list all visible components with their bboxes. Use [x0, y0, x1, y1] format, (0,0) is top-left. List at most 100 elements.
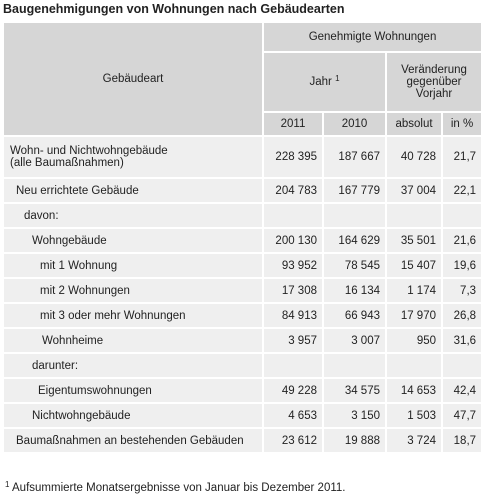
table-row: Wohn- und Nichtwohngebäude (alle Baumaßna…	[2, 135, 483, 179]
footnote: 1 Aufsummierte Monatsergebnisse von Janu…	[5, 480, 346, 494]
row-label-text: mit 1 Wohnung	[40, 259, 118, 272]
table-cell	[262, 202, 324, 229]
table-row: Wohnheime 3 957 3 007 950 31,6	[2, 327, 483, 354]
row-label-text: davon:	[24, 209, 59, 222]
row-label-text: mit 2 Wohnungen	[40, 284, 130, 297]
table: Gebäudeart Genehmigte Wohnungen Jahr 1 V…	[2, 21, 483, 454]
table-cell: 3 724	[385, 427, 443, 454]
table-cell: 40 728	[385, 135, 443, 179]
row-label: mit 2 Wohnungen	[2, 277, 264, 304]
year-header: Jahr 1	[262, 51, 387, 113]
row-label-text: mit 3 oder mehr Wohnungen	[40, 309, 186, 322]
table-cell: 17 308	[262, 277, 324, 304]
table-cell: 4 653	[262, 402, 324, 429]
table-cell: 204 783	[262, 177, 324, 204]
table-cell	[322, 352, 387, 379]
table-row: Eigentumswohnungen 49 228 34 575 14 653 42,4	[2, 377, 483, 404]
table-cell: 7,3	[440, 277, 483, 304]
row-label-text: Wohngebäude	[32, 234, 107, 247]
table-cell: 34 575	[322, 377, 387, 404]
row-label: mit 3 oder mehr Wohnungen	[2, 302, 264, 329]
table-cell	[440, 202, 483, 229]
group-header: Genehmigte Wohnungen	[261, 21, 483, 53]
row-label-text: Nichtwohngebäude	[32, 409, 131, 422]
column-header: 2010	[322, 111, 387, 137]
table-cell: 84 913	[262, 302, 324, 329]
table-cell: 3 957	[262, 327, 324, 354]
table-cell: 47,7	[440, 402, 483, 429]
table-cell: 26,8	[440, 302, 483, 329]
table-cell	[322, 202, 387, 229]
column-header: 2011	[262, 111, 324, 137]
table-cell: 200 130	[262, 227, 324, 254]
row-label-text: Baumaßnahmen an bestehenden Gebäuden	[16, 434, 244, 447]
table-cell: 1 174	[385, 277, 443, 304]
table-cell: 17 970	[385, 302, 443, 329]
row-label: Nichtwohngebäude	[2, 402, 264, 429]
change-header: Veränderung gegenüber Vorjahr	[384, 51, 483, 113]
table-row: Neu errichtete Gebäude 204 783 167 779 37 0…	[2, 177, 483, 204]
row-label-text: Wohnheime	[42, 334, 104, 347]
row-label-text: darunter:	[32, 359, 79, 372]
table-cell: 167 779	[322, 177, 387, 204]
table-cell: 3 007	[322, 327, 387, 354]
table-row: mit 3 oder mehr Wohnungen 84 913 66 943 17 …	[2, 302, 483, 329]
table-cell: 49 228	[262, 377, 324, 404]
table-cell: 19,6	[440, 252, 483, 279]
table-row: Baumaßnahmen an bestehenden Gebäuden 23 6…	[2, 427, 483, 454]
table-cell: 21,6	[440, 227, 483, 254]
table-cell: 15 407	[385, 252, 443, 279]
table-row: mit 1 Wohnung 93 952 78 545 15 407 19,6	[2, 252, 483, 279]
footnote-text: Aufsummierte Monatsergebnisse von Januar…	[12, 482, 346, 494]
row-label: mit 1 Wohnung	[2, 252, 264, 279]
table-cell: 31,6	[440, 327, 483, 354]
table-cell: 164 629	[322, 227, 387, 254]
table-row: davon:	[2, 202, 483, 229]
table-cell: 3 150	[322, 402, 387, 429]
table-row: Nichtwohngebäude 4 653 3 150 1 503 47,7	[2, 402, 483, 429]
table-cell: 23 612	[262, 427, 324, 454]
table-cell: 35 501	[385, 227, 443, 254]
table-cell: 21,7	[440, 135, 483, 179]
footnote-ref: 1	[335, 74, 340, 83]
table-cell	[262, 352, 324, 379]
row-label-text: Wohn- und Nichtwohngebäude	[10, 145, 168, 157]
row-header: Gebäudeart	[2, 21, 264, 137]
row-label-text: (alle Baumaßnahmen)	[10, 157, 124, 169]
table-cell: 950	[385, 327, 443, 354]
table-cell	[385, 352, 443, 379]
table-cell: 42,4	[440, 377, 483, 404]
table-cell: 14 653	[385, 377, 443, 404]
row-label: darunter:	[2, 352, 264, 379]
table-cell: 37 004	[385, 177, 443, 204]
row-label: Wohn- und Nichtwohngebäude (alle Baumaßna…	[2, 135, 264, 179]
row-label-text: Neu errichtete Gebäude	[16, 184, 139, 197]
title: Baugenehmigungen von Wohnungen nach Gebä…	[3, 2, 345, 16]
year-label: Jahr	[309, 76, 332, 88]
table-cell	[440, 352, 483, 379]
table-cell: 19 888	[322, 427, 387, 454]
row-label: Baumaßnahmen an bestehenden Gebäuden	[2, 427, 264, 454]
row-label: Wohnheime	[2, 327, 264, 354]
footnote-marker: 1	[5, 480, 10, 489]
column-header: absolut	[385, 111, 443, 137]
table-row: mit 2 Wohnungen 17 308 16 134 1 174 7,3	[2, 277, 483, 304]
row-label: Wohngebäude	[2, 227, 264, 254]
row-label: davon:	[2, 202, 264, 229]
table-cell: 66 943	[322, 302, 387, 329]
table-cell: 228 395	[262, 135, 324, 179]
table-cell: 22,1	[440, 177, 483, 204]
row-label: Eigentumswohnungen	[2, 377, 264, 404]
table-cell: 1 503	[385, 402, 443, 429]
row-label-text: Eigentumswohnungen	[38, 384, 152, 397]
table-cell: 78 545	[322, 252, 387, 279]
table-row: darunter:	[2, 352, 483, 379]
row-label: Neu errichtete Gebäude	[2, 177, 264, 204]
table-row: Wohngebäude 200 130 164 629 35 501 21,6	[2, 227, 483, 254]
table-cell: 16 134	[322, 277, 387, 304]
table-cell: 18,7	[440, 427, 483, 454]
table-cell: 93 952	[262, 252, 324, 279]
table-cell	[385, 202, 443, 229]
column-header: in %	[440, 111, 483, 137]
